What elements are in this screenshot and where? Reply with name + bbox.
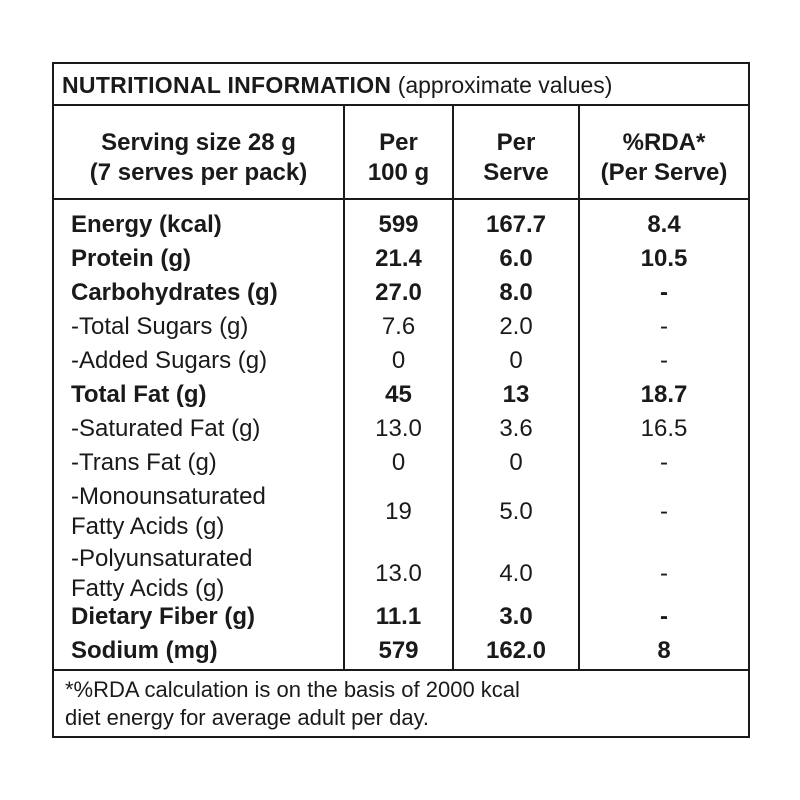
nutrient-per-serve-value: 4.0 bbox=[499, 560, 533, 587]
nutrient-label: Sodium (mg) bbox=[71, 637, 218, 664]
nutrient-rda-value: 16.5 bbox=[640, 415, 688, 442]
nutrition-panel: NUTRITIONAL INFORMATION (approximate val… bbox=[52, 62, 750, 738]
nutrient-per-serve-value: 3.0 bbox=[499, 603, 533, 630]
nutrient-rda-value: - bbox=[660, 279, 668, 306]
nutrient-label: -Monounsaturated Fatty Acids (g) bbox=[71, 483, 266, 540]
nutrient-per-100g-value: 599 bbox=[378, 211, 419, 238]
nutrient-label: Energy (kcal) bbox=[71, 211, 222, 238]
nutrient-per-100g-value: 579 bbox=[378, 637, 419, 664]
nutrient-label: Protein (g) bbox=[71, 245, 191, 272]
nutrient-label: -Total Sugars (g) bbox=[71, 313, 249, 340]
nutrient-label: -Saturated Fat (g) bbox=[71, 415, 261, 442]
nutrient-rda-value: - bbox=[660, 498, 668, 525]
title-main: NUTRITIONAL INFORMATION bbox=[62, 72, 392, 98]
nutrient-rda-value: 18.7 bbox=[640, 381, 688, 408]
footnote: *%RDA calculation is on the basis of 200… bbox=[65, 677, 520, 730]
nutrient-label: -Polyunsaturated Fatty Acids (g) bbox=[71, 545, 253, 602]
nutrient-per-serve-value: 0 bbox=[509, 347, 523, 374]
nutrient-rda-value: - bbox=[660, 313, 668, 340]
nutrient-label: -Added Sugars (g) bbox=[71, 347, 268, 374]
nutrient-per-serve-value: 0 bbox=[509, 449, 523, 476]
header-per-100g: Per 100 g bbox=[367, 129, 430, 186]
header-per-serve: Per Serve bbox=[483, 129, 549, 186]
nutrient-per-serve-value: 13 bbox=[502, 381, 530, 408]
column-divider-3 bbox=[578, 104, 580, 669]
nutrient-per-100g-value: 19 bbox=[385, 498, 412, 525]
title-subtitle: (approximate values) bbox=[397, 72, 613, 98]
nutrient-per-serve-value: 3.6 bbox=[499, 415, 533, 442]
nutrient-per-serve-value: 6.0 bbox=[499, 245, 533, 272]
nutrient-rda-value: 8 bbox=[657, 637, 671, 664]
nutrient-per-100g-value: 45 bbox=[385, 381, 412, 408]
header-divider bbox=[54, 198, 748, 200]
nutrient-rda-value: - bbox=[660, 603, 668, 630]
column-divider-2 bbox=[452, 104, 454, 669]
nutrient-per-100g-value: 7.6 bbox=[381, 313, 416, 340]
nutrient-per-100g-value: 0 bbox=[391, 449, 406, 476]
nutrient-per-100g-value: 27.0 bbox=[375, 279, 422, 306]
nutrient-per-100g-value: 11.1 bbox=[375, 603, 422, 630]
nutrient-per-serve-value: 8.0 bbox=[499, 279, 533, 306]
panel-title: NUTRITIONAL INFORMATION (approximate val… bbox=[62, 68, 612, 102]
nutrient-label: -Trans Fat (g) bbox=[71, 449, 217, 476]
nutrient-label: Dietary Fiber (g) bbox=[71, 603, 256, 630]
nutrient-label: Total Fat (g) bbox=[71, 381, 207, 408]
title-divider bbox=[54, 104, 748, 106]
nutrient-per-serve-value: 167.7 bbox=[485, 211, 547, 238]
nutrient-rda-value: - bbox=[660, 560, 668, 587]
nutrient-rda-value: - bbox=[660, 449, 668, 476]
nutrient-per-serve-value: 5.0 bbox=[499, 498, 533, 525]
nutrient-per-serve-value: 2.0 bbox=[499, 313, 533, 340]
header-rda: %RDA* (Per Serve) bbox=[600, 129, 728, 186]
header-serving-size: Serving size 28 g (7 serves per pack) bbox=[89, 129, 308, 186]
nutrient-per-serve-value: 162.0 bbox=[485, 637, 547, 664]
nutrient-rda-value: - bbox=[660, 347, 668, 374]
nutrient-label: Carbohydrates (g) bbox=[71, 279, 278, 306]
nutrient-rda-value: 10.5 bbox=[640, 245, 688, 272]
nutrient-per-100g-value: 21.4 bbox=[375, 245, 422, 272]
nutrient-per-100g-value: 13.0 bbox=[375, 415, 422, 442]
nutrient-per-100g-value: 0 bbox=[391, 347, 406, 374]
column-divider-1 bbox=[343, 104, 345, 669]
nutrient-per-100g-value: 13.0 bbox=[375, 560, 422, 587]
footnote-divider bbox=[54, 669, 748, 671]
nutrient-rda-value: 8.4 bbox=[647, 211, 681, 238]
